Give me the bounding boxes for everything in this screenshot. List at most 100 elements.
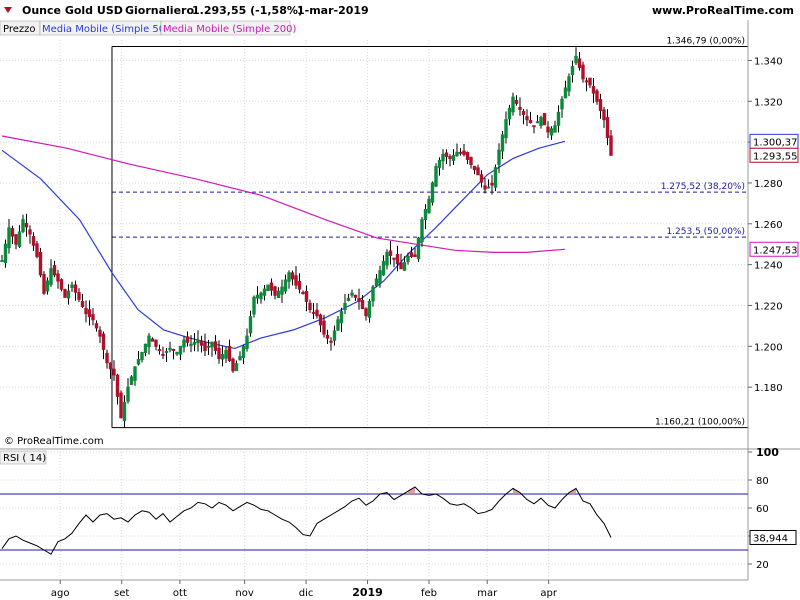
price-bar-body: [269, 282, 274, 291]
price-bar-body: [213, 341, 218, 351]
price-bar-body: [217, 347, 221, 360]
price-tags: 1.300,37 1.293,55 1.247,53: [749, 133, 799, 257]
price-bar-body: [605, 117, 610, 138]
price-bar-body: [416, 237, 421, 260]
price-bar-body: [115, 374, 120, 397]
price-tag-text: 1.293,55: [753, 151, 798, 162]
price-bar-body: [315, 309, 319, 317]
price-bar-body: [80, 300, 85, 307]
price-bar-body: [10, 228, 15, 237]
price-bar-body: [157, 349, 162, 352]
price-bar-body: [322, 320, 326, 335]
y-tick-label: 1.180: [754, 383, 783, 394]
x-tick-label: 2019: [352, 586, 383, 599]
price-bar-body: [210, 341, 214, 348]
price-bar-body: [336, 319, 340, 331]
price-bar-body: [119, 392, 123, 419]
price-bar-body: [469, 156, 473, 166]
price-bar-body: [171, 349, 176, 352]
x-tick-label: mar: [477, 588, 498, 599]
price-bar-body: [374, 278, 379, 287]
price-bar-body: [560, 98, 564, 110]
price-bar-body: [3, 243, 8, 264]
price-bar-body: [423, 208, 428, 220]
price-bar-body: [367, 300, 372, 318]
date-label: 1-mar-2019: [297, 4, 369, 17]
price-bar-body: [546, 126, 550, 133]
y-tick-label: 1.240: [754, 261, 783, 272]
header-arrow-icon: [4, 7, 12, 13]
price-bar-body: [532, 125, 536, 128]
price-bar-body: [462, 150, 466, 155]
price-bar-body: [294, 275, 298, 286]
price-bar-body: [458, 151, 463, 154]
price-bar-body: [584, 80, 589, 83]
price-bar-body: [357, 298, 361, 302]
price-bar-body: [542, 113, 547, 126]
price-bar-body: [87, 309, 92, 318]
ma50-line: [1, 140, 566, 350]
instrument-name: Ounce Gold USD: [22, 4, 123, 17]
price-bar-body: [154, 339, 158, 347]
price-bar-body: [273, 286, 277, 296]
price-bar-body: [486, 186, 491, 189]
price-bar-body: [38, 251, 43, 276]
price-bar-body: [206, 345, 211, 348]
watermark: © ProRealTime.com: [4, 436, 104, 447]
price-bar-body: [231, 358, 235, 372]
price-bar-body: [406, 255, 410, 263]
price-bar-body: [66, 290, 71, 299]
price-bar-body: [437, 159, 442, 168]
price-bar-body: [84, 307, 88, 315]
legend-ma50: Media Mobile (Simple 50): [42, 24, 169, 35]
price-bar-body: [14, 234, 18, 245]
price-bar-body: [430, 182, 435, 203]
price-bar-body: [63, 289, 67, 298]
price-bar-body: [182, 339, 186, 348]
price-bar-body: [227, 345, 232, 362]
price-bar-body: [420, 219, 424, 243]
price-bar-body: [101, 333, 106, 350]
rsi-y-tick-label: 20: [756, 560, 769, 571]
rsi-fill: [408, 487, 576, 494]
price-bar-body: [602, 109, 606, 121]
y-tick-label: 1.340: [754, 56, 783, 67]
price-bar-body: [479, 174, 484, 183]
x-tick-label: nov: [235, 588, 253, 599]
ma200-tag-text: 1.247,53: [753, 245, 798, 256]
price-bar-body: [588, 77, 592, 86]
price-bar-body: [371, 286, 375, 302]
rsi-last-box: [749, 529, 797, 545]
price-bar-body: [164, 350, 169, 354]
price-bar-body: [52, 265, 57, 276]
price-bar-body: [70, 284, 74, 288]
price-bar-body: [262, 288, 267, 296]
x-tick-label: set: [114, 588, 129, 599]
price-bar-body: [381, 261, 386, 276]
price-bar-body: [196, 339, 200, 344]
price-bar-body: [185, 336, 190, 343]
fibonacci-levels: 1.346,79 (0,00%) 1.275,52 (38,20%) 1.253,5…: [111, 37, 748, 429]
y-tick-label: 1.260: [754, 220, 783, 231]
price-bar-body: [150, 338, 155, 342]
x-tick-label: feb: [421, 588, 437, 599]
price-bar-body: [143, 343, 148, 354]
price-bar-body: [409, 252, 414, 257]
price-bar-body: [339, 311, 344, 324]
price-bar-body: [287, 272, 291, 282]
header-bar: [0, 0, 800, 20]
price-bar-body: [549, 128, 554, 136]
price-bar-body: [192, 341, 197, 345]
price-bar-body: [353, 294, 358, 298]
price-bar-body: [399, 262, 403, 270]
price-bars: [0, 47, 613, 428]
y-tick-label: 1.280: [754, 179, 783, 190]
price-bar-body: [539, 117, 543, 127]
price-bar-body: [297, 280, 302, 290]
price-bar-body: [255, 294, 260, 299]
price-bar-body: [343, 302, 347, 311]
price-bar-body: [17, 231, 22, 247]
rsi-last-value: 38,944: [753, 533, 788, 544]
rsi-path: [1, 486, 612, 555]
price-bar-body: [521, 110, 526, 116]
